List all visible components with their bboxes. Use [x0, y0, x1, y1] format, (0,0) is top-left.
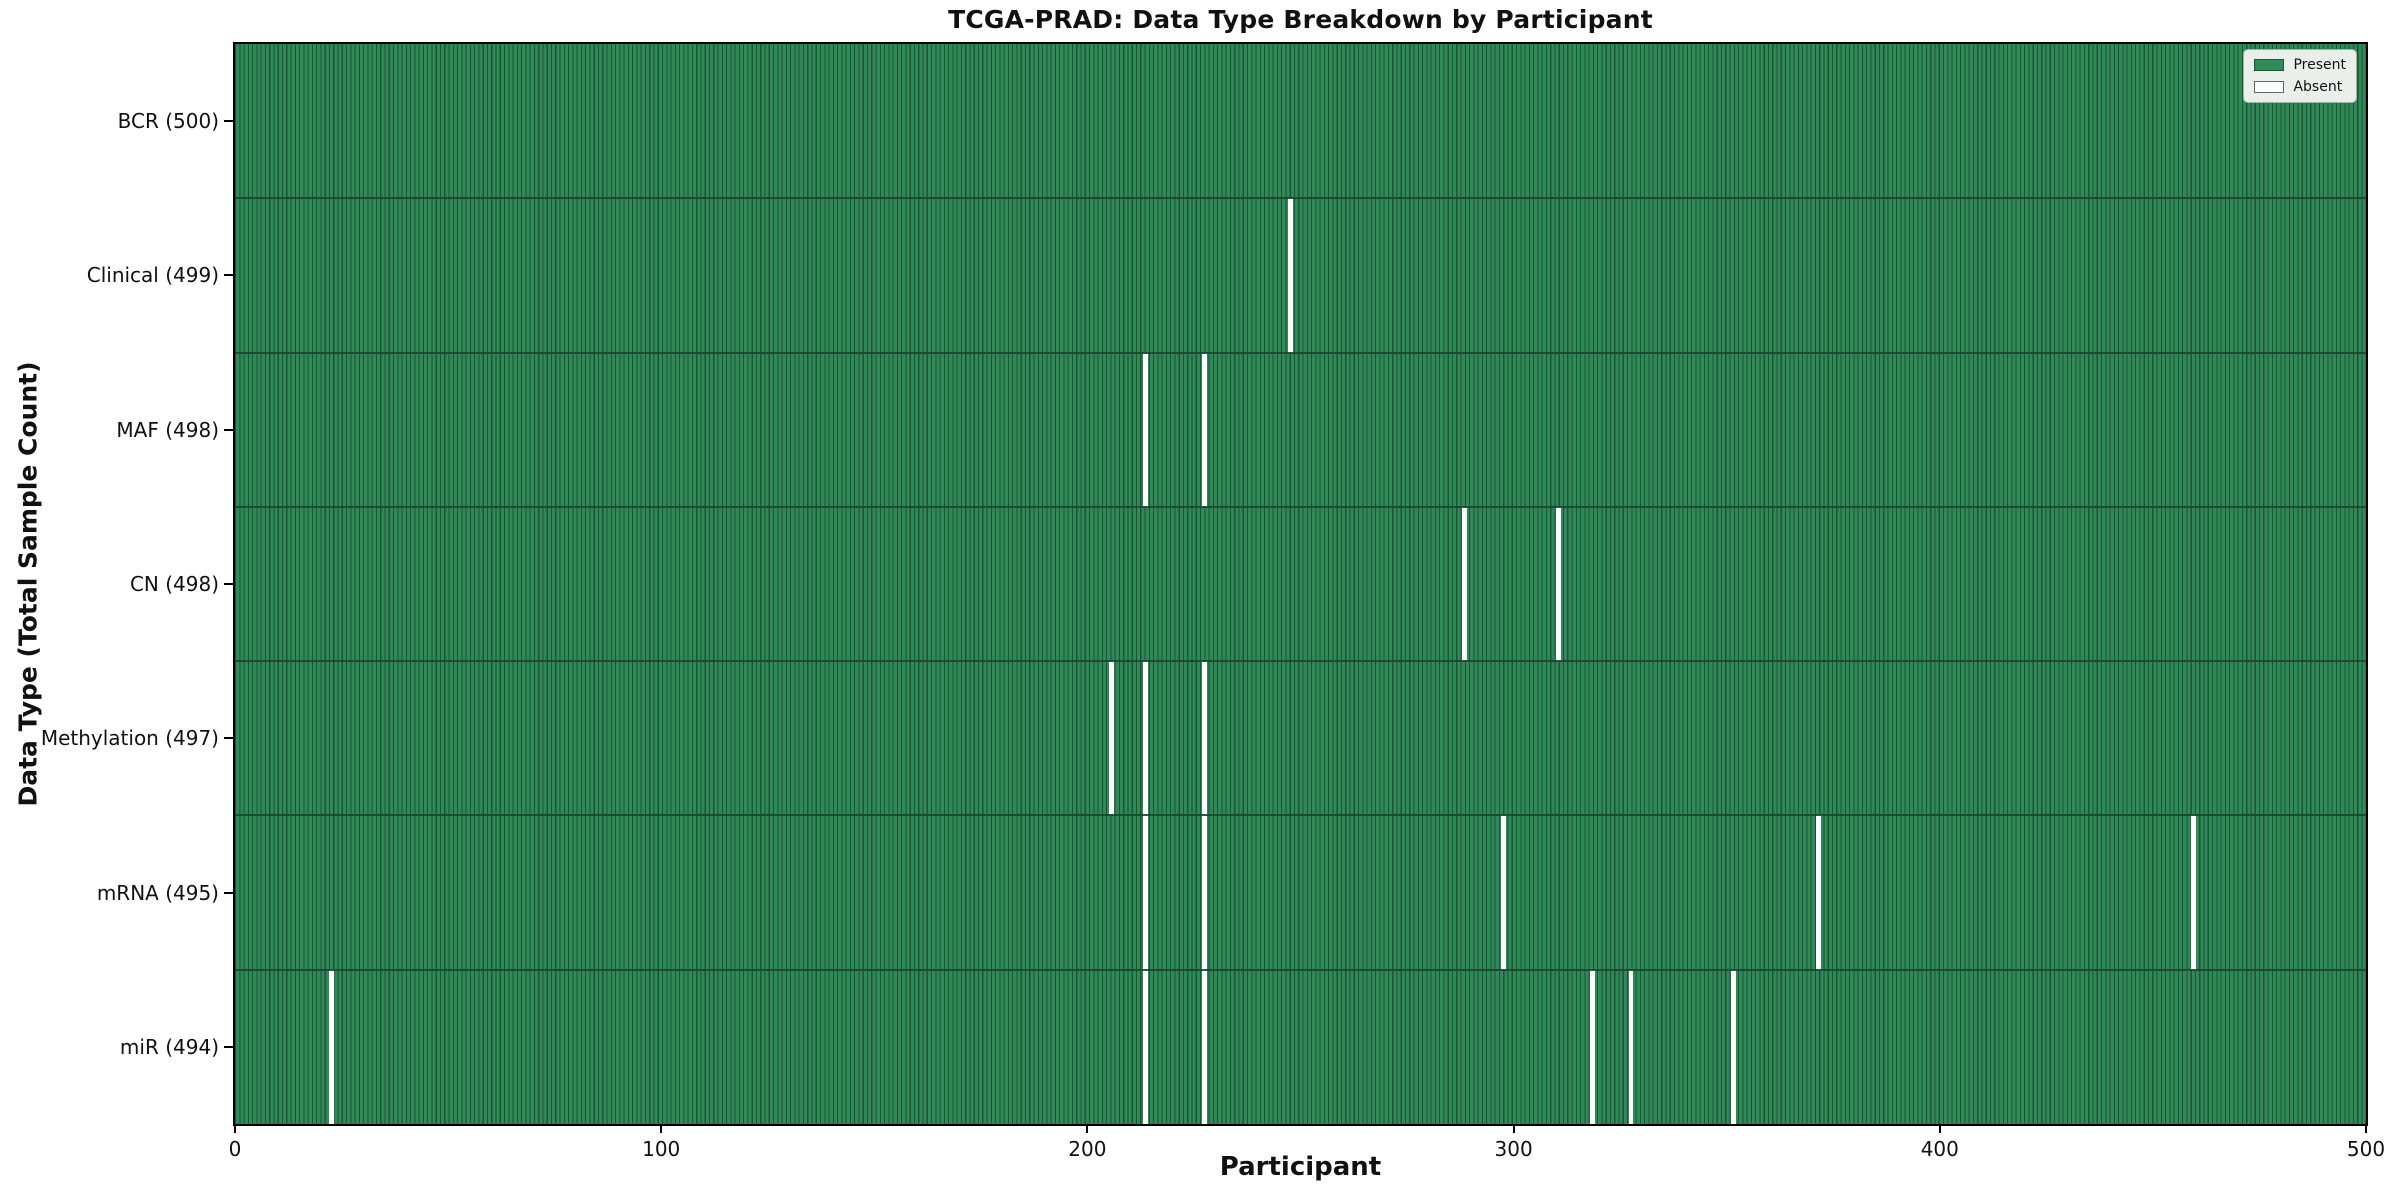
- y-tick-mark: [224, 891, 233, 894]
- x-axis-title: Participant: [1219, 1152, 1382, 1182]
- absent-gap-mrna-297: [1500, 815, 1506, 970]
- y-axis-title: Data Type (Total Sample Count): [13, 361, 43, 807]
- absent-gap-mrna-227: [1202, 815, 1208, 970]
- legend-swatch-absent-icon: [2254, 81, 2285, 93]
- x-tick-label-500: 500: [2346, 1137, 2386, 1161]
- absent-gap-mir-327: [1628, 969, 1634, 1124]
- y-tick-mark: [224, 583, 233, 585]
- row-separator: [235, 505, 2366, 508]
- y-tick-label-mrna: mRNA (495): [96, 880, 219, 905]
- x-tick-label-400: 400: [1920, 1137, 1959, 1161]
- x-tick-label-0: 0: [228, 1137, 242, 1161]
- y-tick-label-maf: MAF (498): [116, 417, 219, 442]
- y-tick-mark: [224, 1045, 233, 1048]
- x-tick-label-200: 200: [1068, 1137, 1107, 1161]
- absent-gap-maf-213: [1142, 352, 1148, 507]
- row-bcr: [235, 44, 2366, 198]
- absent-gap-methylation-227: [1202, 661, 1208, 816]
- row-maf: [235, 352, 2366, 507]
- y-tick-mark: [224, 428, 233, 431]
- row-separator: [235, 197, 2366, 200]
- legend-entry-absent: Absent: [2254, 79, 2346, 95]
- absent-gap-clinical-247: [1287, 198, 1293, 353]
- legend-entry-present: Present: [2254, 57, 2346, 73]
- y-tick-label-mir: miR (494): [119, 1034, 219, 1059]
- absent-gap-mrna-213: [1142, 815, 1148, 970]
- y-tick-mark: [224, 274, 233, 277]
- absent-gap-mir-318: [1590, 969, 1596, 1124]
- legend-label-present: Present: [2293, 57, 2346, 73]
- x-tick-mark: [660, 1124, 663, 1133]
- row-clinical: [235, 198, 2366, 353]
- absent-gap-mrna-459: [2191, 815, 2197, 970]
- y-tick-label-cn: CN (498): [129, 572, 219, 596]
- y-tick-label-bcr: BCR (500): [117, 109, 219, 134]
- absent-gap-cn-288: [1462, 506, 1468, 662]
- absent-gap-methylation-213: [1142, 661, 1148, 816]
- y-tick-mark: [224, 737, 233, 740]
- row-cn: [235, 506, 2366, 662]
- absent-gap-methylation-205: [1108, 661, 1114, 816]
- row-separator: [235, 968, 2366, 971]
- absent-gap-mir-351: [1730, 969, 1736, 1124]
- x-tick-mark: [1938, 1124, 1941, 1133]
- x-tick-mark: [1512, 1124, 1515, 1133]
- x-tick-label-100: 100: [642, 1137, 681, 1161]
- row-separator: [235, 660, 2366, 663]
- row-separator: [235, 814, 2366, 817]
- x-tick-mark: [234, 1124, 236, 1133]
- absent-gap-maf-227: [1202, 352, 1208, 507]
- absent-gap-mir-227: [1202, 969, 1208, 1124]
- row-methylation: [235, 661, 2366, 816]
- x-tick-mark: [1086, 1124, 1089, 1133]
- row-mir: [235, 969, 2366, 1124]
- row-mrna: [235, 815, 2366, 970]
- absent-gap-mir-22: [328, 969, 334, 1124]
- x-tick-label-300: 300: [1494, 1137, 1533, 1161]
- absent-gap-mrna-371: [1816, 815, 1821, 970]
- legend: Present Absent: [2243, 49, 2357, 103]
- x-tick-mark: [2365, 1124, 2367, 1133]
- y-tick-label-clinical: Clinical (499): [86, 263, 219, 288]
- row-separator: [235, 351, 2366, 354]
- legend-swatch-present-icon: [2254, 59, 2285, 71]
- chart-title: TCGA-PRAD: Data Type Breakdown by Partic…: [948, 5, 1653, 34]
- absent-gap-mir-213: [1142, 969, 1148, 1124]
- legend-label-absent: Absent: [2293, 79, 2343, 95]
- plot-area: Present Absent BCR (500) Clinical (499) MA…: [41, 42, 2385, 1161]
- absent-gap-cn-310: [1556, 506, 1562, 662]
- y-tick-mark: [224, 120, 233, 123]
- y-tick-label-methylation: Methylation (497): [40, 726, 219, 751]
